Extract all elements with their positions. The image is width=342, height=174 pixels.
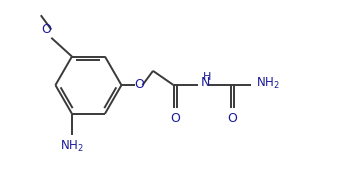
- Text: H: H: [202, 72, 211, 82]
- Text: O: O: [41, 22, 51, 35]
- Text: O: O: [134, 78, 144, 91]
- Text: NH$_2$: NH$_2$: [256, 76, 280, 91]
- Text: N: N: [200, 76, 210, 89]
- Text: O: O: [227, 112, 237, 125]
- Text: NH$_2$: NH$_2$: [60, 139, 84, 154]
- Text: O: O: [170, 112, 180, 125]
